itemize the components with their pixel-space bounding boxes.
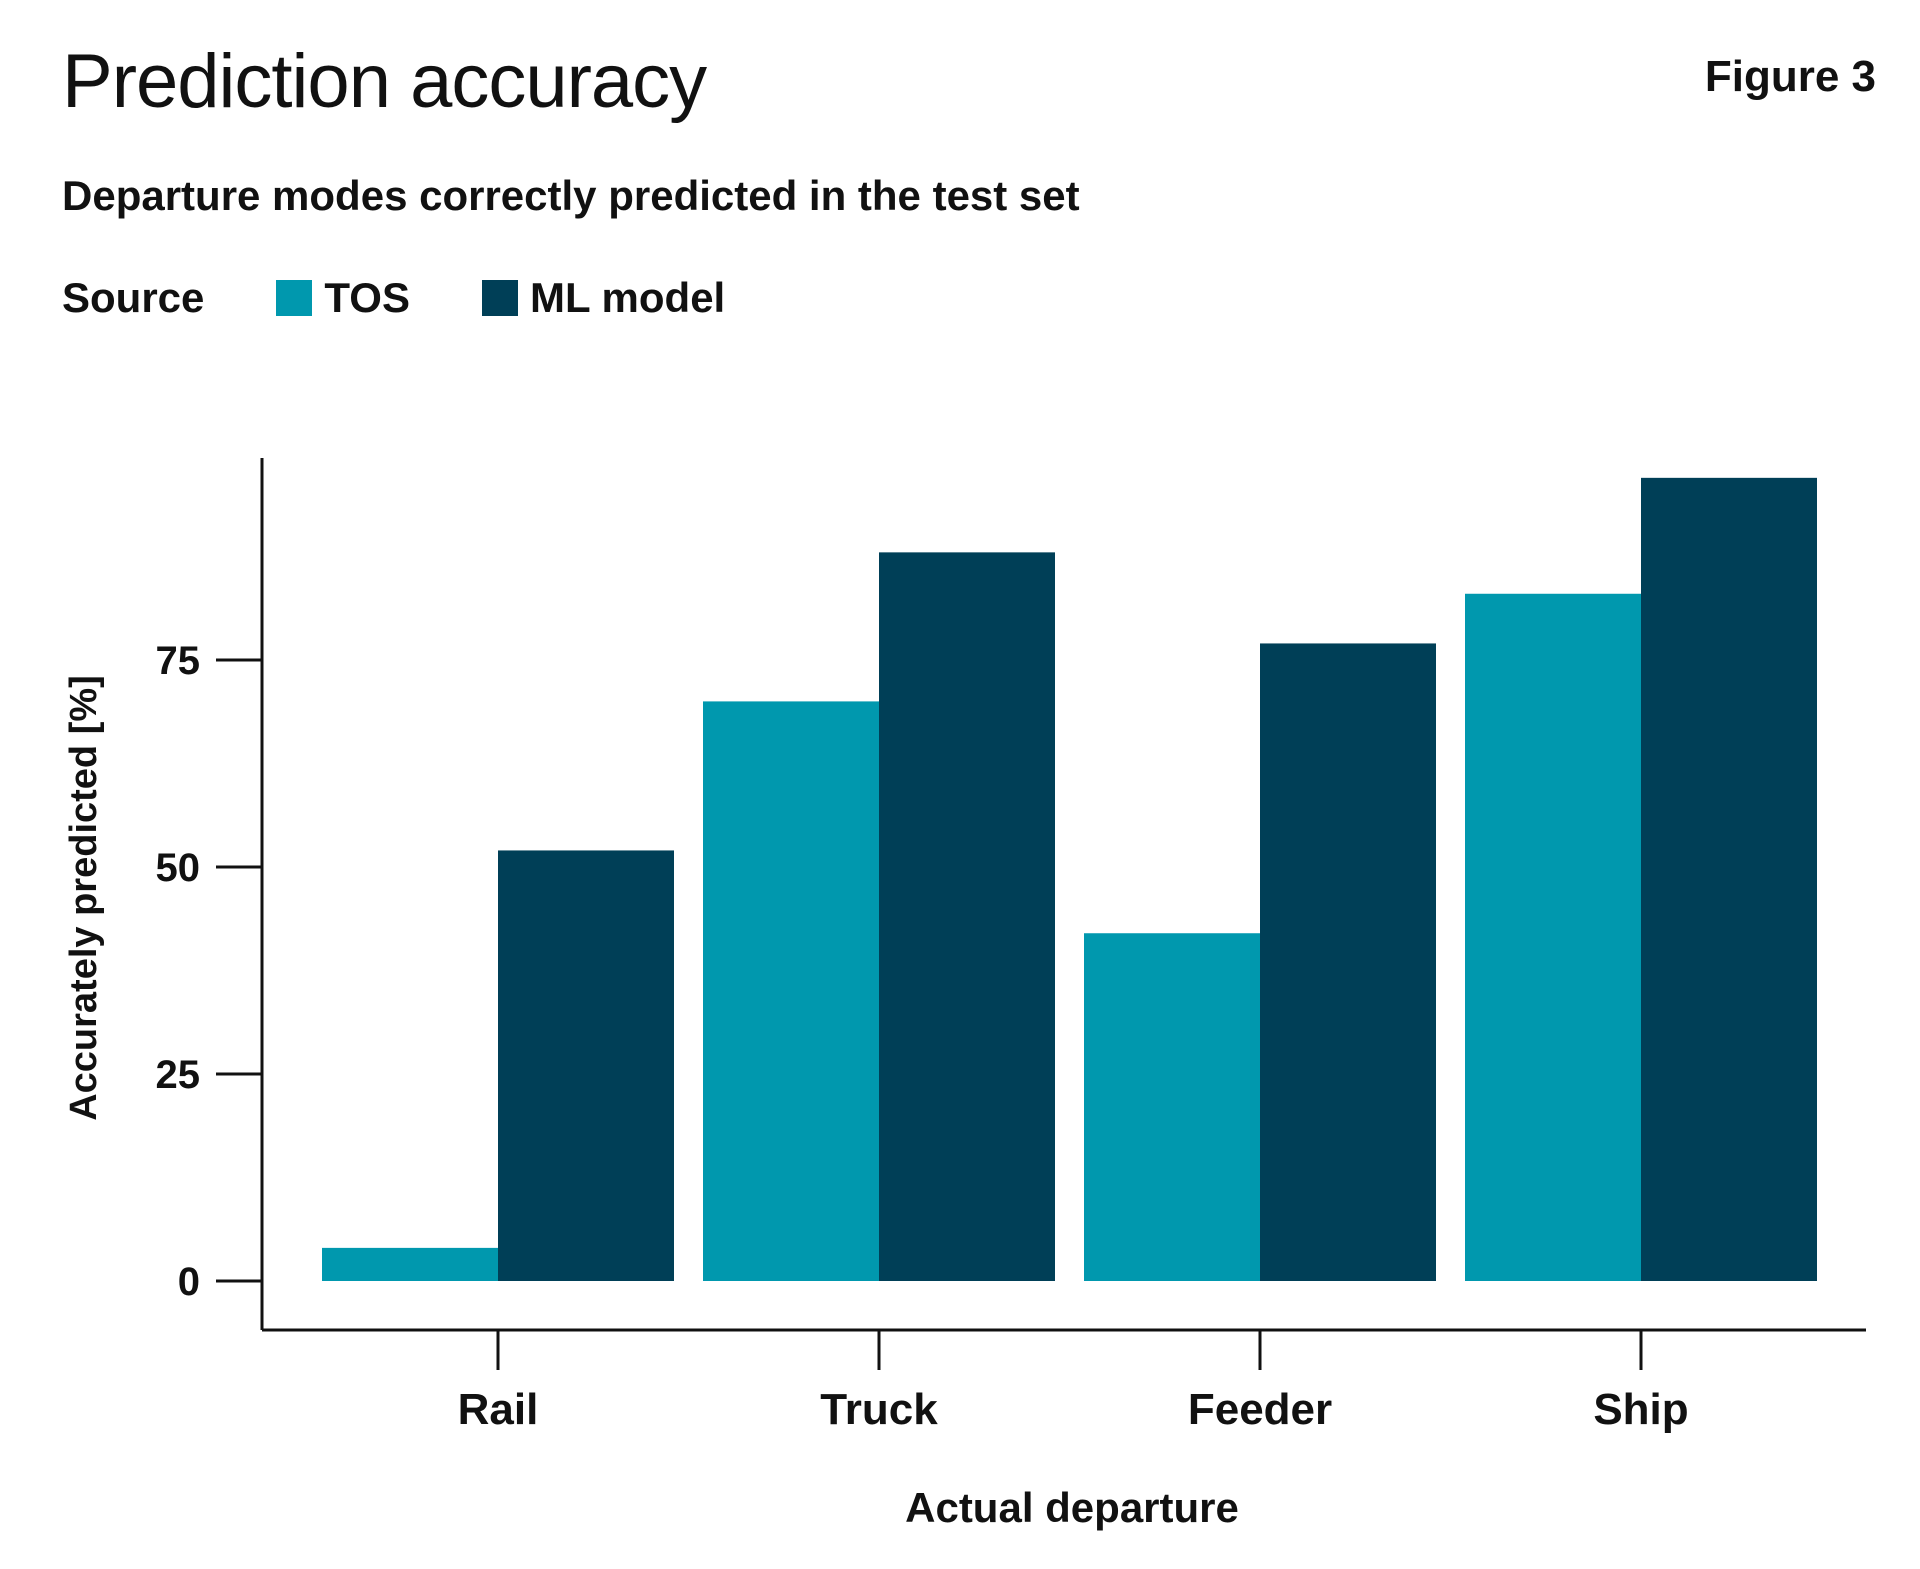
x-tick-label-rail: Rail (458, 1385, 539, 1434)
legend-text-tos: TOS (324, 274, 410, 321)
bar-truck-ml-model (879, 552, 1055, 1281)
x-tick-label-ship: Ship (1593, 1385, 1688, 1434)
bar-rail-ml-model (498, 850, 674, 1281)
figure-label: Figure 3 (1704, 52, 1876, 101)
y-tick-label-75: 75 (156, 639, 201, 683)
bar-feeder-ml-model (1260, 643, 1436, 1281)
x-tick-label-feeder: Feeder (1188, 1385, 1332, 1434)
page-title: Prediction accuracy (62, 39, 707, 124)
bar-truck-tos (703, 701, 879, 1281)
bars-group (322, 477, 1817, 1282)
legend-swatch-tos (276, 280, 313, 316)
x-ticks-group: Rail Truck Feeder Ship (458, 1330, 1689, 1434)
x-axis-label: Actual departure (905, 1484, 1239, 1531)
legend-label: Source (62, 274, 205, 321)
chart-subtitle: Departure modes correctly predicted in t… (62, 172, 1080, 219)
legend-swatch-ml-model (481, 280, 518, 316)
bar-ship-ml-model (1641, 477, 1817, 1282)
y-axis-label: Accurately predicted [%] (63, 675, 105, 1121)
y-ticks-group: 0 25 50 75 (156, 639, 262, 1304)
legend-text-ml-model: ML model (529, 274, 726, 321)
legend: Source TOS ML model (62, 272, 797, 324)
y-tick-label-50: 50 (156, 846, 201, 890)
y-tick-label-0: 0 (178, 1260, 200, 1304)
y-tick-label-25: 25 (156, 1053, 201, 1097)
bar-ship-tos (1465, 593, 1641, 1281)
legend-item-ml-model: ML model (481, 274, 726, 322)
legend-item-tos: TOS (276, 274, 410, 322)
bar-rail-tos (322, 1247, 498, 1281)
x-tick-label-truck: Truck (820, 1385, 938, 1434)
bar-feeder-tos (1084, 933, 1260, 1281)
